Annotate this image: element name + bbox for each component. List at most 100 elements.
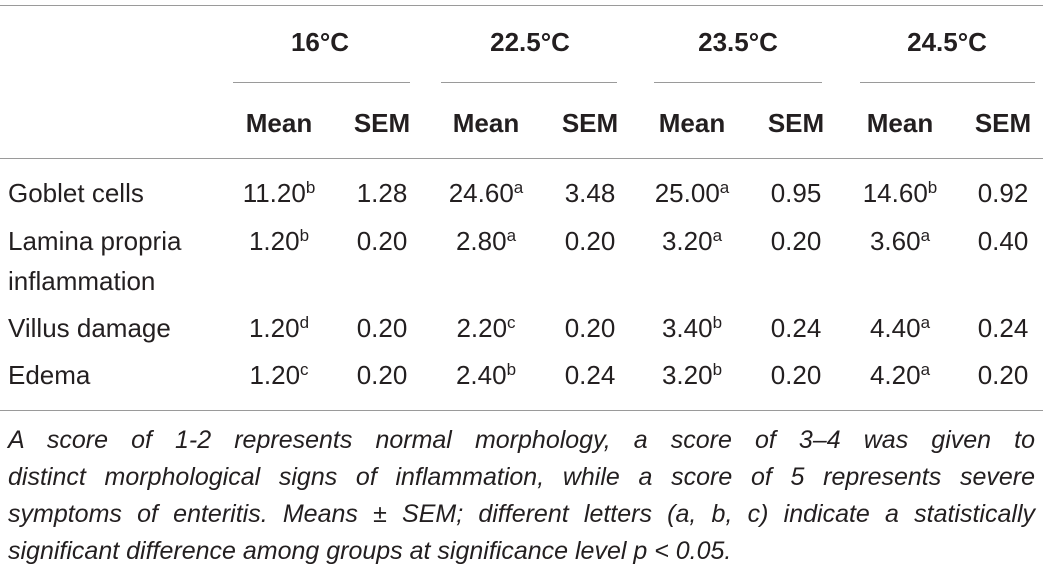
- top-rule: [0, 5, 1043, 6]
- significance-letter: b: [305, 178, 316, 197]
- significance-letter: a: [506, 226, 517, 245]
- row-label: Goblet cells: [8, 178, 144, 208]
- cell-value: 0.92: [977, 178, 1029, 208]
- cell-value: 24.60: [448, 178, 514, 208]
- row-label: Lamina propria inflammation: [8, 226, 182, 296]
- cell: 0.24: [535, 355, 645, 395]
- cell-value: 3.40: [661, 313, 713, 343]
- cell: 2.20c: [431, 308, 541, 348]
- cell: 0.92: [948, 173, 1043, 213]
- cell: 0.20: [327, 308, 437, 348]
- cell-value: 2.80: [455, 226, 507, 256]
- cell: 3.20a: [637, 221, 747, 261]
- cell-value: 11.20: [242, 178, 306, 208]
- cell: 0.20: [741, 355, 851, 395]
- cell: 0.95: [741, 173, 851, 213]
- cell-value: 1.20: [248, 226, 300, 256]
- cell-value: 0.20: [356, 313, 408, 343]
- column-header: Mean: [658, 108, 726, 138]
- cell: 1.20c: [224, 355, 334, 395]
- group-header: 22.5°C: [490, 27, 570, 57]
- cell: 3.60a: [845, 221, 955, 261]
- significance-letter: b: [712, 313, 723, 332]
- cell-value: 0.40: [977, 226, 1029, 256]
- cell: 14.60b: [845, 173, 955, 213]
- cell: 0.24: [948, 308, 1043, 348]
- cell-value: 2.40: [455, 360, 507, 390]
- cell: 0.20: [327, 355, 437, 395]
- row-label: Edema: [8, 360, 91, 390]
- cell-value: 4.20: [869, 360, 921, 390]
- cell: 24.60a: [431, 173, 541, 213]
- cell: 3.20b: [637, 355, 747, 395]
- cell-value: 0.20: [564, 226, 616, 256]
- cell: 2.80a: [431, 221, 541, 261]
- group-underline: [233, 82, 410, 83]
- column-header: Mean: [452, 108, 520, 138]
- group-header: 24.5°C: [907, 27, 987, 57]
- cell: 0.24: [741, 308, 851, 348]
- significance-letter: b: [506, 360, 517, 379]
- cell: 0.20: [948, 355, 1043, 395]
- column-header: SEM: [974, 108, 1032, 138]
- significance-letter: b: [712, 360, 723, 379]
- group-underline: [860, 82, 1035, 83]
- column-header: SEM: [767, 108, 825, 138]
- footnote-line: significant difference among groups at s…: [8, 537, 732, 565]
- cell-value: 0.20: [564, 313, 616, 343]
- cell-value: 1.20: [249, 360, 301, 390]
- footnote-line: distinct morphological signs of inflamma…: [8, 463, 1035, 491]
- cell-value: 0.95: [770, 178, 822, 208]
- cell-value: 3.60: [869, 226, 921, 256]
- cell: 0.20: [535, 221, 645, 261]
- significance-letter: a: [920, 313, 931, 332]
- cell: 3.40b: [637, 308, 747, 348]
- column-header: Mean: [866, 108, 934, 138]
- header-rule: [0, 158, 1043, 159]
- column-header: Mean: [245, 108, 313, 138]
- group-header: 16°C: [290, 27, 350, 57]
- column-header: SEM: [561, 108, 619, 138]
- row-label: Villus damage: [8, 313, 171, 343]
- significance-letter: b: [299, 226, 310, 245]
- cell-value: 1.20: [248, 313, 300, 343]
- significance-letter: a: [920, 360, 931, 379]
- cell: 0.20: [535, 308, 645, 348]
- cell: 2.40b: [431, 355, 541, 395]
- cell: 3.48: [535, 173, 645, 213]
- cell: 1.28: [327, 173, 437, 213]
- cell-value: 25.00: [654, 178, 720, 208]
- cell: 0.40: [948, 221, 1043, 261]
- significance-letter: b: [927, 178, 938, 197]
- cell: 0.20: [741, 221, 851, 261]
- cell-value: 0.24: [564, 360, 616, 390]
- group-header: 23.5°C: [698, 27, 778, 57]
- cell-value: 0.20: [356, 226, 408, 256]
- cell-value: 1.28: [356, 178, 408, 208]
- cell-value: 3.20: [661, 360, 713, 390]
- footnote-line: symptoms of enteritis. Means ± SEM; diff…: [8, 500, 1035, 528]
- significance-letter: a: [920, 226, 931, 245]
- cell-value: 14.60: [862, 178, 928, 208]
- cell-value: 0.20: [977, 360, 1029, 390]
- significance-letter: c: [300, 360, 309, 379]
- significance-letter: d: [299, 313, 310, 332]
- group-underline: [654, 82, 822, 83]
- cell: 4.40a: [845, 308, 955, 348]
- significance-letter: a: [719, 178, 730, 197]
- cell-value: 3.48: [564, 178, 616, 208]
- cell-value: 0.20: [770, 360, 822, 390]
- group-underline: [441, 82, 617, 83]
- cell-value: 0.24: [977, 313, 1029, 343]
- cell-value: 0.20: [356, 360, 408, 390]
- cell-value: 2.20: [456, 313, 508, 343]
- cell-value: 0.20: [770, 226, 822, 256]
- bottom-rule: [0, 410, 1043, 411]
- cell-value: 4.40: [869, 313, 921, 343]
- footnote-line: A score of 1-2 represents normal morphol…: [8, 426, 1035, 454]
- cell-value: 0.24: [770, 313, 822, 343]
- significance-letter: a: [712, 226, 723, 245]
- cell: 1.20d: [224, 308, 334, 348]
- cell-value: 3.20: [661, 226, 713, 256]
